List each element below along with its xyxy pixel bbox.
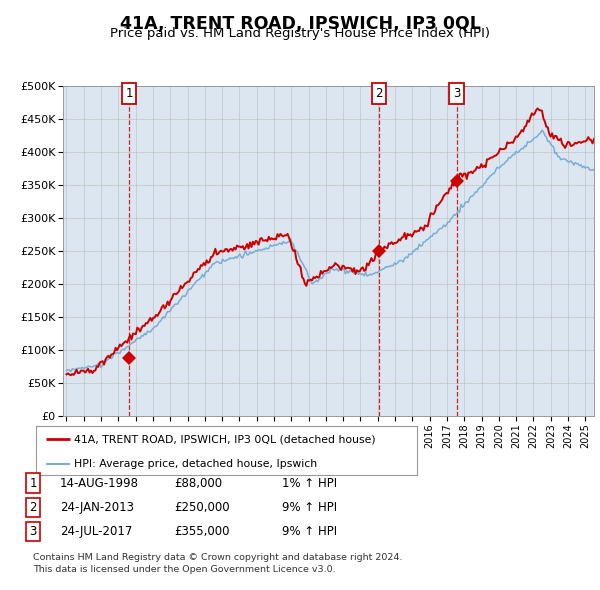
Text: 3: 3: [453, 87, 460, 100]
Text: 1: 1: [125, 87, 133, 100]
Text: £88,000: £88,000: [174, 477, 222, 490]
Text: 24-JAN-2013: 24-JAN-2013: [60, 501, 134, 514]
Text: 41A, TRENT ROAD, IPSWICH, IP3 0QL: 41A, TRENT ROAD, IPSWICH, IP3 0QL: [119, 15, 481, 33]
Text: 24-JUL-2017: 24-JUL-2017: [60, 525, 133, 538]
Text: 41A, TRENT ROAD, IPSWICH, IP3 0QL (detached house): 41A, TRENT ROAD, IPSWICH, IP3 0QL (detac…: [74, 434, 376, 444]
Text: HPI: Average price, detached house, Ipswich: HPI: Average price, detached house, Ipsw…: [74, 458, 317, 468]
Text: 14-AUG-1998: 14-AUG-1998: [60, 477, 139, 490]
Text: £250,000: £250,000: [174, 501, 230, 514]
Text: 9% ↑ HPI: 9% ↑ HPI: [282, 501, 337, 514]
Text: 2: 2: [29, 501, 37, 514]
Text: This data is licensed under the Open Government Licence v3.0.: This data is licensed under the Open Gov…: [33, 565, 335, 574]
Text: Price paid vs. HM Land Registry's House Price Index (HPI): Price paid vs. HM Land Registry's House …: [110, 27, 490, 40]
Text: 2: 2: [375, 87, 383, 100]
Text: 1: 1: [29, 477, 37, 490]
Text: 3: 3: [29, 525, 37, 538]
Text: 1% ↑ HPI: 1% ↑ HPI: [282, 477, 337, 490]
Text: Contains HM Land Registry data © Crown copyright and database right 2024.: Contains HM Land Registry data © Crown c…: [33, 553, 403, 562]
Text: 9% ↑ HPI: 9% ↑ HPI: [282, 525, 337, 538]
Text: £355,000: £355,000: [174, 525, 229, 538]
